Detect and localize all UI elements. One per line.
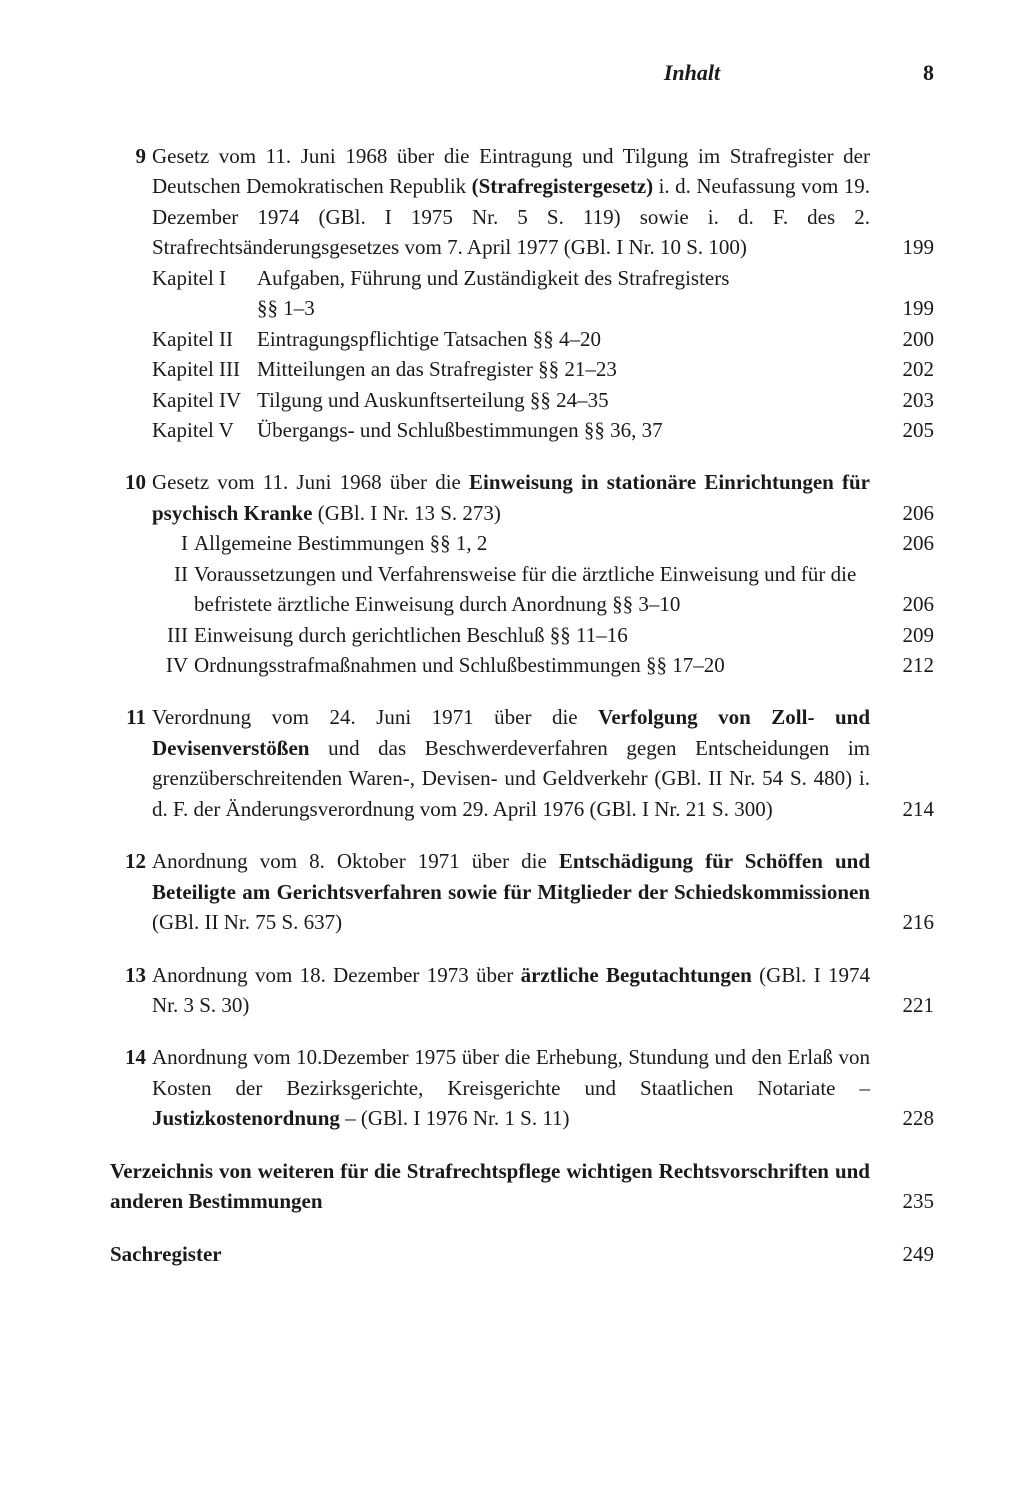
entry-page: 216 [880, 907, 934, 937]
toc-sub-entry: Kapitel IAufgaben, Führung und Zuständig… [110, 263, 934, 293]
toc-sub-entry: IIVoraussetzungen und Verfahrensweise fü… [110, 559, 934, 620]
toc-sub-entry: IVOrdnungsstrafmaßnahmen und Schlußbesti… [110, 650, 934, 680]
toc-entry-main: 14Anordnung vom 10.Dezember 1975 über di… [110, 1042, 934, 1133]
toc-entry: 9Gesetz vom 11. Juni 1968 über die Eintr… [110, 141, 934, 445]
page-header: Inhalt 8 [110, 60, 934, 86]
sub-text: Einweisung durch gerichtlichen Beschluß … [194, 620, 880, 650]
sub-label: II [152, 559, 194, 589]
sub-text-cont: §§ 1–3 [257, 293, 880, 323]
entry-text-part: Anordnung vom 8. Oktober 1971 über die [152, 849, 559, 873]
plain-text: Verzeichnis von weiteren für die Strafre… [110, 1156, 880, 1217]
plain-page: 249 [880, 1239, 934, 1269]
entry-number: 12 [110, 846, 152, 876]
entry-text-bold: Justizkostenordnung [152, 1106, 340, 1130]
entry-number: 11 [110, 702, 152, 732]
plain-row: Verzeichnis von weiteren für die Strafre… [110, 1156, 934, 1217]
entry-page: 214 [880, 794, 934, 824]
sub-text: Aufgaben, Führung und Zuständigkeit des … [257, 263, 880, 293]
entry-text-bold: ärztliche Begutachtungen [521, 963, 752, 987]
toc-entry: 13Anordnung vom 18. Dezember 1973 über ä… [110, 960, 934, 1021]
entry-text-part: (GBl. I Nr. 13 S. 273) [312, 501, 500, 525]
entry-number: 13 [110, 960, 152, 990]
entry-text: Anordnung vom 10.Dezember 1975 über die … [152, 1042, 880, 1133]
entry-text-part: Anordnung vom 10.Dezember 1975 über die … [152, 1045, 870, 1099]
entry-page: 221 [880, 990, 934, 1020]
entry-text-part: Gesetz vom 11. Juni 1968 über die [152, 470, 469, 494]
entry-page: 206 [880, 498, 934, 528]
toc-sub-entry: IIIEinweisung durch gerichtlichen Beschl… [110, 620, 934, 650]
sub-text: Übergangs- und Schlußbestimmungen §§ 36,… [257, 415, 880, 445]
entry-text-bold: (Strafregistergesetz) [472, 174, 654, 198]
toc-sub-entry: Kapitel IIEintragungspflichtige Tatsache… [110, 324, 934, 354]
sub-page: 203 [880, 385, 934, 415]
toc-entry-main: 10Gesetz vom 11. Juni 1968 über die Einw… [110, 467, 934, 528]
sub-label: Kapitel III [152, 354, 257, 384]
toc-entry-main: 13Anordnung vom 18. Dezember 1973 über ä… [110, 960, 934, 1021]
header-page-number: 8 [894, 60, 934, 86]
sub-label: Kapitel IV [152, 385, 257, 415]
sub-page: 205 [880, 415, 934, 445]
entry-text-part: (GBl. II Nr. 75 S. 637) [152, 910, 342, 934]
toc-plain-entry: Sachregister249 [110, 1239, 934, 1269]
sub-text: Ordnungsstrafmaßnahmen und Schlußbestimm… [194, 650, 880, 680]
plain-page: 235 [880, 1186, 934, 1216]
toc-entries: 9Gesetz vom 11. Juni 1968 über die Eintr… [110, 141, 934, 1134]
entry-text-part: Anordnung vom 18. Dezember 1973 über [152, 963, 521, 987]
toc-sub-entry-cont: §§ 1–3199 [110, 293, 934, 323]
toc-plain-entries: Verzeichnis von weiteren für die Strafre… [110, 1156, 934, 1269]
toc-entry: 11Verordnung vom 24. Juni 1971 über die … [110, 702, 934, 824]
sub-page: 212 [880, 650, 934, 680]
entry-text-part: – (GBl. I 1976 Nr. 1 S. 11) [340, 1106, 570, 1130]
toc-entry-main: 9Gesetz vom 11. Juni 1968 über die Eintr… [110, 141, 934, 263]
entry-text: Anordnung vom 18. Dezember 1973 über ärz… [152, 960, 880, 1021]
sub-page: 202 [880, 354, 934, 384]
sub-page: 200 [880, 324, 934, 354]
sub-label: III [152, 620, 194, 650]
sub-text: Tilgung und Auskunftserteilung §§ 24–35 [257, 385, 880, 415]
page: Inhalt 8 9Gesetz vom 11. Juni 1968 über … [0, 0, 1024, 1351]
toc-entry-main: 11Verordnung vom 24. Juni 1971 über die … [110, 702, 934, 824]
toc-entry: 14Anordnung vom 10.Dezember 1975 über di… [110, 1042, 934, 1133]
entry-page: 199 [880, 232, 934, 262]
entry-text: Gesetz vom 11. Juni 1968 über die Einwei… [152, 467, 880, 528]
sub-page: 209 [880, 620, 934, 650]
sub-label: IV [152, 650, 194, 680]
entry-text: Verordnung vom 24. Juni 1971 über die Ve… [152, 702, 880, 824]
toc-sub-entry: Kapitel IVTilgung und Auskunftserteilung… [110, 385, 934, 415]
sub-label: Kapitel II [152, 324, 257, 354]
toc-entry: 12Anordnung vom 8. Oktober 1971 über die… [110, 846, 934, 937]
entry-number: 9 [110, 141, 152, 171]
sub-label: I [152, 528, 194, 558]
sub-page: 206 [880, 589, 934, 619]
entry-number: 14 [110, 1042, 152, 1072]
toc-plain-entry: Verzeichnis von weiteren für die Strafre… [110, 1156, 934, 1217]
sub-text: Mitteilungen an das Strafregister §§ 21–… [257, 354, 880, 384]
toc-sub-entry: Kapitel VÜbergangs- und Schlußbestimmung… [110, 415, 934, 445]
plain-text: Sachregister [110, 1239, 880, 1269]
entry-page: 228 [880, 1103, 934, 1133]
toc-sub-entry: IAllgemeine Bestimmungen §§ 1, 2206 [110, 528, 934, 558]
toc-sub-entry: Kapitel IIIMitteilungen an das Strafregi… [110, 354, 934, 384]
plain-row: Sachregister249 [110, 1239, 934, 1269]
sub-page: 206 [880, 528, 934, 558]
entry-text: Gesetz vom 11. Juni 1968 über die Eintra… [152, 141, 880, 263]
sub-label: Kapitel V [152, 415, 257, 445]
sub-text: Eintragungspflichtige Tatsachen §§ 4–20 [257, 324, 880, 354]
header-title: Inhalt [490, 60, 894, 86]
sub-text: Allgemeine Bestimmungen §§ 1, 2 [194, 528, 880, 558]
sub-label: Kapitel I [152, 263, 257, 293]
entry-number: 10 [110, 467, 152, 497]
toc-entry-main: 12Anordnung vom 8. Oktober 1971 über die… [110, 846, 934, 937]
sub-text: Voraussetzungen und Verfahrensweise für … [194, 559, 880, 620]
sub-page: 199 [880, 293, 934, 323]
toc-entry: 10Gesetz vom 11. Juni 1968 über die Einw… [110, 467, 934, 680]
entry-text: Anordnung vom 8. Oktober 1971 über die E… [152, 846, 880, 937]
entry-text-part: Verordnung vom 24. Juni 1971 über die [152, 705, 598, 729]
